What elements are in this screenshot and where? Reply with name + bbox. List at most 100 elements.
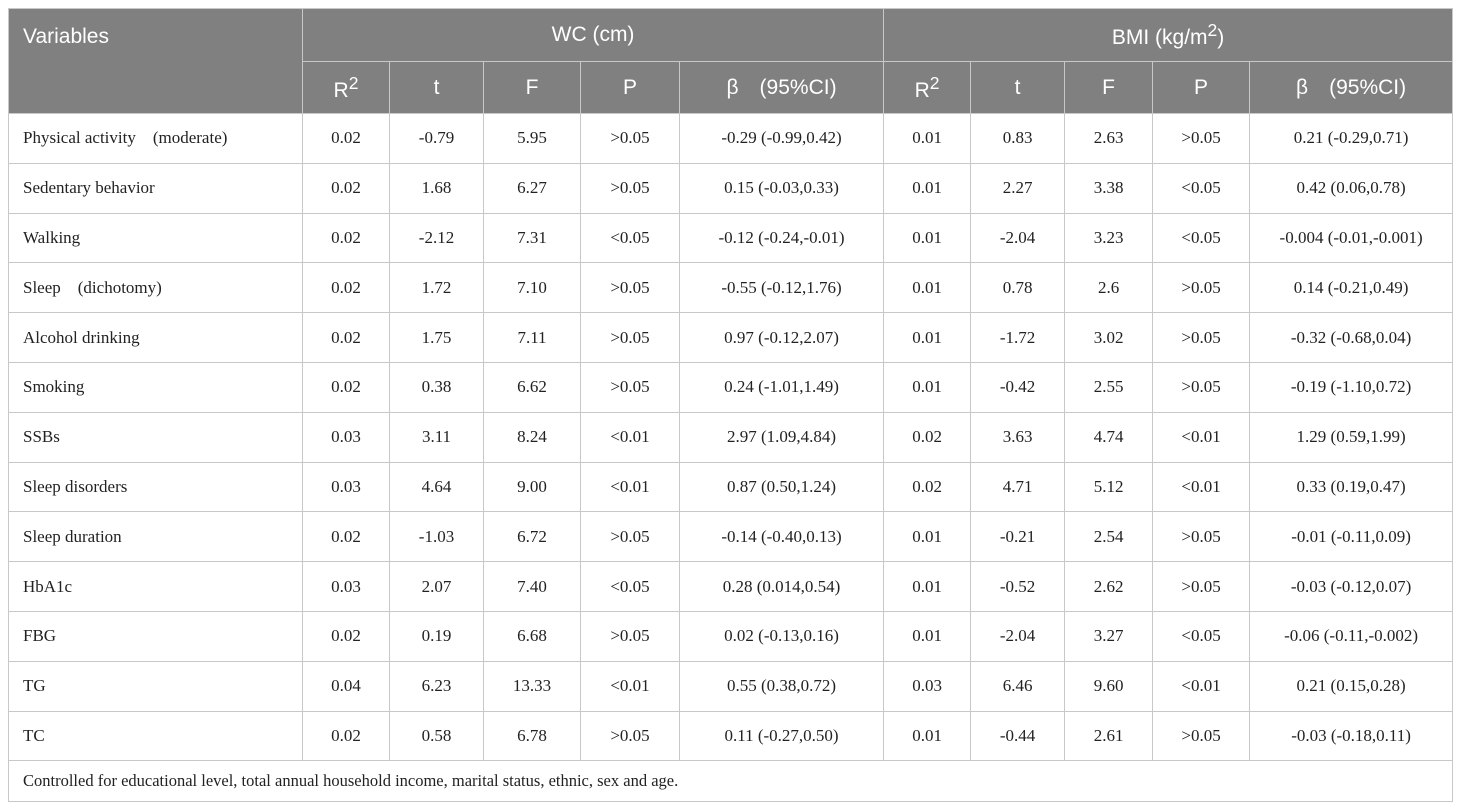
wc-t-cell: -1.03 xyxy=(389,511,484,563)
wc-r2-cell: 0.04 xyxy=(302,660,390,712)
bmi-p-cell: <0.01 xyxy=(1152,411,1251,463)
wc-beta-cell: -0.12 (-0.24,-0.01) xyxy=(678,212,885,264)
bmi-beta-cell: -0.19 (-1.10,0.72) xyxy=(1249,361,1454,413)
bmi-t-cell: 6.46 xyxy=(970,660,1066,712)
bmi-p-cell: <0.05 xyxy=(1152,162,1251,214)
header-wc-beta: β (95%CI) xyxy=(678,61,885,114)
wc-r2-cell: 0.02 xyxy=(302,610,390,662)
bmi-t-cell: -2.04 xyxy=(970,610,1066,662)
bmi-r2-cell: 0.01 xyxy=(883,561,972,612)
bmi-f-cell: 2.54 xyxy=(1064,511,1154,563)
header-bmi-f: F xyxy=(1064,61,1154,114)
bmi-f-cell: 3.23 xyxy=(1064,212,1154,264)
bmi-t-cell: -0.42 xyxy=(970,361,1066,413)
row-label: TC xyxy=(8,710,303,762)
wc-r2-cell: 0.03 xyxy=(302,561,390,612)
r2-base: R xyxy=(914,78,930,102)
wc-f-cell: 6.68 xyxy=(483,610,581,662)
header-wc-t: t xyxy=(389,61,484,114)
wc-t-cell: 1.68 xyxy=(389,162,484,214)
wc-t-cell: 2.07 xyxy=(389,561,484,612)
bmi-f-cell: 2.6 xyxy=(1064,262,1154,314)
wc-beta-cell: 0.87 (0.50,1.24) xyxy=(678,461,885,513)
table-row: Sleep (dichotomy) 0.02 1.72 7.10 >0.05 -… xyxy=(8,262,1454,314)
wc-beta-cell: 0.11 (-0.27,0.50) xyxy=(678,710,885,762)
bmi-f-cell: 3.27 xyxy=(1064,610,1154,662)
header-wc-p: P xyxy=(580,61,680,114)
wc-t-cell: 4.64 xyxy=(389,461,484,513)
wc-beta-cell: 0.55 (0.38,0.72) xyxy=(678,660,885,712)
bmi-p-cell: >0.05 xyxy=(1152,113,1251,164)
bmi-f-cell: 2.63 xyxy=(1064,113,1154,164)
bmi-f-cell: 2.55 xyxy=(1064,361,1154,413)
wc-t-cell: -0.79 xyxy=(389,113,484,164)
bmi-p-cell: >0.05 xyxy=(1152,511,1251,563)
wc-p-cell: <0.05 xyxy=(580,212,680,264)
table-footnote: Controlled for educational level, total … xyxy=(7,760,1454,803)
header-bmi-beta: β (95%CI) xyxy=(1249,61,1454,114)
wc-p-cell: <0.01 xyxy=(580,461,680,513)
row-label: FBG xyxy=(8,610,303,662)
wc-p-cell: >0.05 xyxy=(580,710,680,762)
header-wc-f: F xyxy=(483,61,581,114)
bmi-f-cell: 4.74 xyxy=(1064,411,1154,463)
bmi-f-cell: 3.38 xyxy=(1064,162,1154,214)
bmi-beta-cell: 0.14 (-0.21,0.49) xyxy=(1249,262,1454,314)
bmi-beta-cell: -0.01 (-0.11,0.09) xyxy=(1249,511,1454,563)
wc-r2-cell: 0.02 xyxy=(302,511,390,563)
bmi-p-cell: >0.05 xyxy=(1152,361,1251,413)
wc-f-cell: 8.24 xyxy=(483,411,581,463)
wc-beta-cell: -0.14 (-0.40,0.13) xyxy=(678,511,885,563)
table-row: SSBs 0.03 3.11 8.24 <0.01 2.97 (1.09,4.8… xyxy=(8,411,1454,463)
bmi-f-cell: 3.02 xyxy=(1064,312,1154,363)
table-row: TG 0.04 6.23 13.33 <0.01 0.55 (0.38,0.72… xyxy=(8,660,1454,712)
bmi-t-cell: -0.21 xyxy=(970,511,1066,563)
wc-beta-cell: -0.29 (-0.99,0.42) xyxy=(678,113,885,164)
bmi-beta-cell: -0.03 (-0.12,0.07) xyxy=(1249,561,1454,612)
header-bmi-p: P xyxy=(1152,61,1251,114)
table-row: Physical activity (moderate) 0.02 -0.79 … xyxy=(8,113,1454,164)
wc-p-cell: >0.05 xyxy=(580,361,680,413)
bmi-r2-cell: 0.02 xyxy=(883,461,972,513)
wc-t-cell: 1.72 xyxy=(389,262,484,314)
bmi-beta-cell: -0.03 (-0.18,0.11) xyxy=(1249,710,1454,762)
wc-p-cell: <0.05 xyxy=(580,561,680,612)
bmi-p-cell: <0.01 xyxy=(1152,660,1251,712)
header-bmi-prefix: BMI (kg/m xyxy=(1111,26,1208,49)
wc-p-cell: <0.01 xyxy=(580,411,680,463)
bmi-p-cell: <0.05 xyxy=(1152,610,1251,662)
header-bmi-sup: 2 xyxy=(1207,20,1218,40)
wc-p-cell: >0.05 xyxy=(580,610,680,662)
bmi-beta-cell: -0.06 (-0.11,-0.002) xyxy=(1249,610,1454,662)
bmi-p-cell: >0.05 xyxy=(1152,710,1251,762)
header-wc-r2: R2 xyxy=(302,61,390,114)
table-body: Physical activity (moderate) 0.02 -0.79 … xyxy=(7,113,1454,803)
wc-beta-cell: 0.28 (0.014,0.54) xyxy=(678,561,885,612)
wc-beta-cell: 0.02 (-0.13,0.16) xyxy=(678,610,885,662)
wc-r2-cell: 0.02 xyxy=(302,710,390,762)
r2-sup: 2 xyxy=(348,72,359,93)
wc-f-cell: 9.00 xyxy=(483,461,581,513)
wc-p-cell: >0.05 xyxy=(580,262,680,314)
table-row: Sleep disorders 0.03 4.64 9.00 <0.01 0.8… xyxy=(8,461,1454,513)
bmi-p-cell: <0.01 xyxy=(1152,461,1251,513)
table-container: Variables WC (cm) BMI (kg/m2) R2 t F P β… xyxy=(7,8,1454,803)
bmi-r2-cell: 0.01 xyxy=(883,511,972,563)
row-label: Sleep duration xyxy=(8,511,303,563)
wc-t-cell: 1.75 xyxy=(389,312,484,363)
wc-r2-cell: 0.02 xyxy=(302,361,390,413)
bmi-r2-cell: 0.01 xyxy=(883,262,972,314)
wc-beta-cell: 0.24 (-1.01,1.49) xyxy=(678,361,885,413)
bmi-beta-cell: 1.29 (0.59,1.99) xyxy=(1249,411,1454,463)
bmi-p-cell: <0.05 xyxy=(1152,212,1251,264)
wc-beta-cell: 2.97 (1.09,4.84) xyxy=(678,411,885,463)
header-bmi-suffix: ) xyxy=(1217,26,1225,49)
bmi-t-cell: 0.78 xyxy=(970,262,1066,314)
bmi-p-cell: >0.05 xyxy=(1152,262,1251,314)
bmi-r2-cell: 0.01 xyxy=(883,312,972,363)
bmi-t-cell: 4.71 xyxy=(970,461,1066,513)
wc-beta-cell: 0.97 (-0.12,2.07) xyxy=(678,312,885,363)
bmi-f-cell: 2.62 xyxy=(1064,561,1154,612)
wc-r2-cell: 0.02 xyxy=(302,113,390,164)
row-label: Smoking xyxy=(8,361,303,413)
